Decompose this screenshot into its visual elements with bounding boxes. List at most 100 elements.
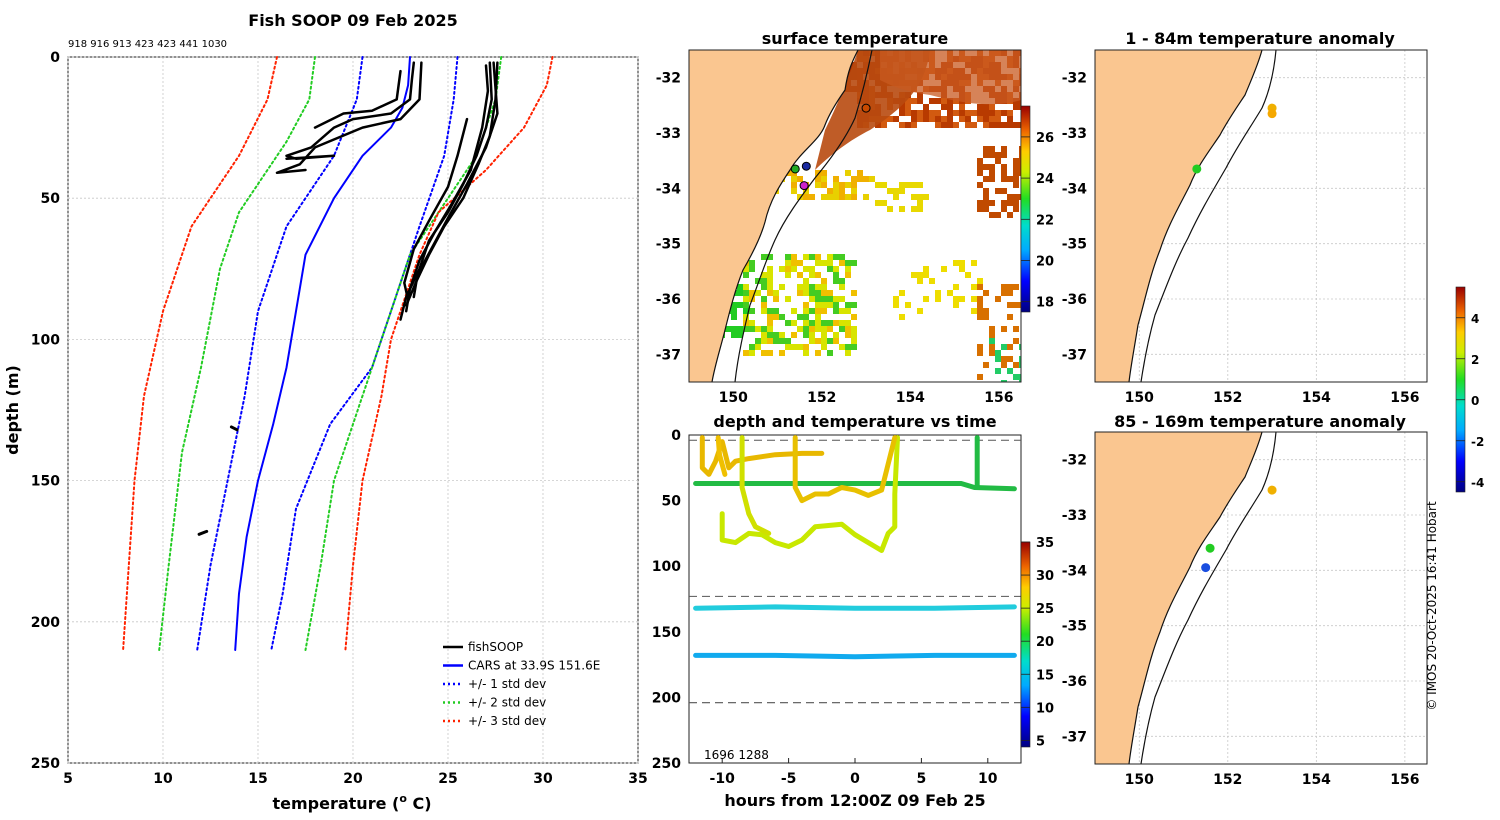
sst-pixel — [1013, 158, 1019, 164]
profile-series-line — [229, 425, 239, 432]
sst-colorbar-tick-label: 26 — [1036, 131, 1054, 146]
time-y-tick-label: 50 — [662, 494, 682, 510]
sst-pixel — [761, 272, 767, 278]
sst-pixel — [743, 284, 749, 290]
anomaly-colorbar — [1455, 286, 1466, 493]
sst-pixel — [761, 302, 767, 308]
sst-pixel — [935, 110, 941, 116]
profile-y-tick-label: 50 — [41, 191, 61, 207]
sst-pixel — [851, 332, 857, 338]
credit-text: © IMOS 20-Oct-2025 16:41 Hobart — [1425, 501, 1439, 711]
sst-pixel — [989, 110, 995, 116]
sst-pixel — [917, 116, 923, 122]
sst-pixel — [797, 272, 803, 278]
sst-pixel — [833, 278, 839, 284]
sst-pixel — [995, 158, 1001, 164]
sst-pixel — [725, 326, 731, 332]
sst-pixel — [743, 326, 749, 332]
profile-x-tick-label: 30 — [533, 771, 553, 787]
sst-pixel — [791, 260, 797, 266]
time-series-track — [693, 604, 1017, 611]
sst-pixel — [893, 302, 899, 308]
sst-pixel — [911, 272, 917, 278]
sst-marker — [790, 164, 800, 174]
sst-pixel — [983, 122, 989, 128]
sst-pixel — [845, 194, 851, 200]
sst-pixel — [977, 116, 983, 122]
sst-pixel — [869, 176, 875, 182]
sst-pixel — [977, 170, 983, 176]
sst-pixel — [1001, 362, 1007, 368]
sst-pixel — [899, 104, 905, 110]
sst-pixel — [773, 332, 779, 338]
time-series-track — [715, 435, 728, 477]
sst-pixel — [989, 152, 995, 158]
temperature-profile-chart: Fish SOOP 09 Feb 2025 918 916 913 423 42… — [3, 11, 648, 813]
sst-pixel — [815, 254, 821, 260]
sst-pixel — [851, 338, 857, 344]
sst-pixel — [923, 194, 929, 200]
sst-pixel — [845, 272, 851, 278]
sst-pixel — [989, 338, 995, 344]
sst-y-tick-label: -36 — [656, 292, 681, 308]
time-x-tick-label: 5 — [917, 771, 927, 787]
sst-pixel — [731, 314, 737, 320]
sst-pixel — [731, 332, 737, 338]
sst-y-tick-label: -37 — [656, 347, 681, 363]
sst-x-tick-label: 156 — [984, 390, 1013, 406]
sst-pixel — [1013, 206, 1019, 212]
sst-pixel — [797, 314, 803, 320]
sst-pixel — [977, 314, 983, 320]
sst-pixel — [851, 314, 857, 320]
sst-pixel — [803, 320, 809, 326]
anom1-y-tick-label: -36 — [1062, 292, 1087, 308]
sst-pixel — [773, 290, 779, 296]
sst-pixel — [785, 338, 791, 344]
sst-colorbar-tick-label: 20 — [1036, 255, 1054, 270]
sst-x-tick-label: 152 — [807, 390, 836, 406]
sst-pixel — [1013, 200, 1019, 206]
sst-pixel — [1001, 146, 1007, 152]
anom2-land — [1095, 432, 1262, 764]
legend-label: +/- 1 std dev — [468, 677, 546, 691]
sst-pixel — [971, 260, 977, 266]
sst-pixel — [977, 182, 983, 188]
sst-pixel — [1001, 170, 1007, 176]
sst-pixel — [977, 284, 983, 290]
sst-pixel — [905, 182, 911, 188]
anom2-x-ticks: 150 152 154 156 — [1125, 772, 1420, 788]
sst-pixel — [953, 122, 959, 128]
sst-pixel — [743, 314, 749, 320]
profile-series-line — [197, 529, 209, 536]
sst-pixel — [1019, 356, 1021, 362]
sst-pixel — [983, 362, 989, 368]
sst-pixel — [839, 308, 845, 314]
profile-y-label: depth (m) — [3, 365, 22, 455]
legend-label: fishSOOP — [468, 640, 523, 654]
anom2-x-tick-label: 156 — [1390, 772, 1419, 788]
sst-pixel — [1019, 146, 1021, 152]
sst-pixel — [839, 260, 845, 266]
sst-pixel — [1001, 326, 1007, 332]
sst-pixel — [767, 266, 773, 272]
sst-pixel — [917, 110, 923, 116]
sst-pixel — [845, 332, 851, 338]
sst-pixel — [1019, 302, 1021, 308]
anom1-x-tick-label: 154 — [1302, 390, 1331, 406]
sst-pixel — [1019, 164, 1021, 170]
sst-pixel — [899, 206, 905, 212]
time-colorbar-tick-label: 5 — [1036, 734, 1045, 749]
sst-pixel — [815, 314, 821, 320]
sst-pixel — [767, 254, 773, 260]
sst-pixel — [965, 116, 971, 122]
sst-pixel — [971, 122, 977, 128]
sst-pixel — [1007, 302, 1013, 308]
sst-pixel — [1019, 344, 1021, 350]
sst-pixel — [959, 116, 965, 122]
sst-pixel — [791, 332, 797, 338]
time-colorbar — [1020, 541, 1031, 748]
sst-pixel — [755, 326, 761, 332]
profile-grid — [67, 56, 639, 764]
sst-pixel — [755, 290, 761, 296]
sst-pixel — [875, 200, 881, 206]
